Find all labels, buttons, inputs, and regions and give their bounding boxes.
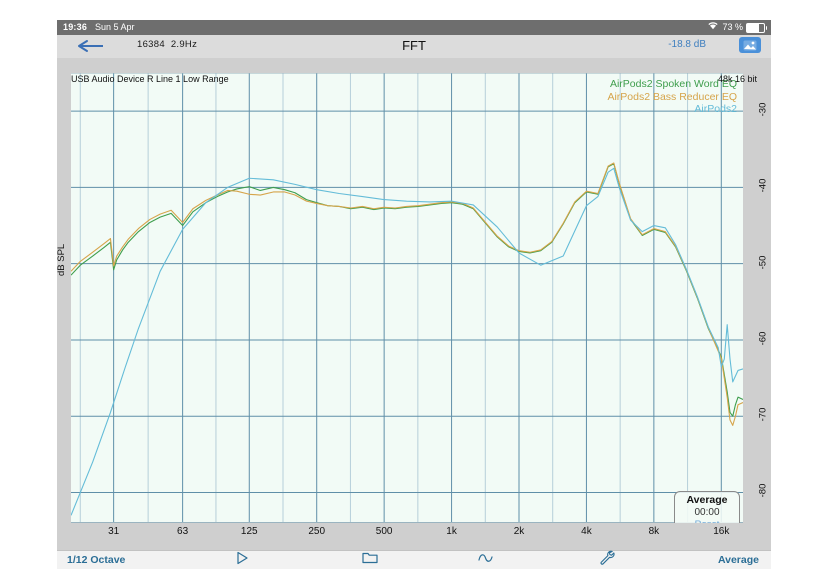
octave-button[interactable]: 1/12 Octave: [67, 551, 125, 569]
fft-plot[interactable]: AirPods2 Spoken Word EQ AirPods2 Bass Re…: [71, 73, 743, 523]
fft-size-label: 16384: [137, 39, 165, 50]
reset-button[interactable]: Reset: [675, 519, 739, 523]
chart-area: USB Audio Device R Line 1 Low Range 48k …: [56, 58, 771, 550]
y-axis-title: dB SPL: [56, 243, 67, 276]
settings-button[interactable]: [599, 550, 615, 570]
series-2: [71, 167, 743, 516]
chart-curves: [71, 162, 743, 516]
series-0: [71, 163, 743, 417]
status-bar-date: Sun 5 Apr: [95, 22, 135, 32]
wifi-icon: [707, 20, 719, 35]
format-label: 48k 16 bit: [717, 74, 757, 84]
source-label: USB Audio Device R Line 1 Low Range: [71, 74, 229, 84]
status-bar-time: 19:36: [63, 22, 88, 32]
chart-grid: [71, 73, 743, 523]
average-box[interactable]: Average 00:00 Reset: [674, 491, 740, 523]
battery-icon: [746, 22, 767, 33]
y-tick--30: -30: [757, 102, 769, 117]
x-tick-31: 31: [108, 526, 120, 537]
average-timer: 00:00: [694, 507, 720, 518]
signal-generator-button[interactable]: [478, 551, 496, 569]
y-tick--70: -70: [757, 407, 769, 422]
fft-settings-label: 16384 2.9Hz: [137, 39, 197, 50]
x-tick-500: 500: [375, 526, 393, 537]
app-header: 16384 2.9Hz FFT -18.8 dB: [57, 35, 771, 58]
wrench-icon: [599, 550, 615, 570]
legend-item-2: AirPods2: [694, 103, 737, 115]
y-tick--60: -60: [757, 331, 769, 346]
x-tick-125: 125: [240, 526, 258, 537]
chart-legend: AirPods2 Spoken Word EQ AirPods2 Bass Re…: [607, 78, 737, 116]
play-icon: [235, 551, 249, 570]
folder-icon: [362, 551, 378, 569]
x-tick-63: 63: [177, 526, 189, 537]
legend-item-1: AirPods2 Bass Reducer EQ: [607, 90, 737, 103]
legend-item-0: AirPods2 Spoken Word EQ: [609, 78, 737, 90]
y-tick--50: -50: [757, 255, 769, 270]
bottom-toolbar: 1/12 Octave Average: [57, 550, 771, 569]
fft-resolution-label: 2.9Hz: [170, 39, 198, 50]
ipad-screen: 19:36 Sun 5 Apr 73 % 16384 2.9Hz FFT -18…: [56, 20, 771, 569]
db-readout: -18.8 dB: [668, 39, 706, 50]
average-box-title: Average: [686, 494, 728, 506]
average-toolbar-button[interactable]: Average: [718, 551, 759, 569]
y-tick--40: -40: [757, 179, 769, 193]
x-tick-2k: 2k: [513, 526, 525, 537]
photo-icon[interactable]: [739, 37, 761, 53]
x-tick-250: 250: [308, 526, 326, 537]
battery-percent-label: 73 %: [722, 22, 743, 32]
status-bar: 19:36 Sun 5 Apr 73 %: [57, 20, 771, 35]
x-tick-1k: 1k: [446, 526, 457, 537]
x-tick-8k: 8k: [648, 526, 660, 537]
folder-button[interactable]: [362, 551, 378, 569]
series-1: [71, 162, 743, 426]
x-tick-4k: 4k: [581, 526, 592, 537]
page-title: FFT: [402, 38, 426, 53]
x-tick-16k: 16k: [713, 526, 730, 537]
play-button[interactable]: [235, 551, 249, 569]
sine-wave-icon: [478, 551, 496, 569]
back-arrow-icon[interactable]: [69, 38, 105, 54]
status-bar-right: 73 %: [707, 20, 767, 35]
octave-label: 1/12 Octave: [67, 554, 126, 566]
y-tick--80: -80: [757, 484, 769, 498]
average-toolbar-label: Average: [717, 554, 759, 566]
